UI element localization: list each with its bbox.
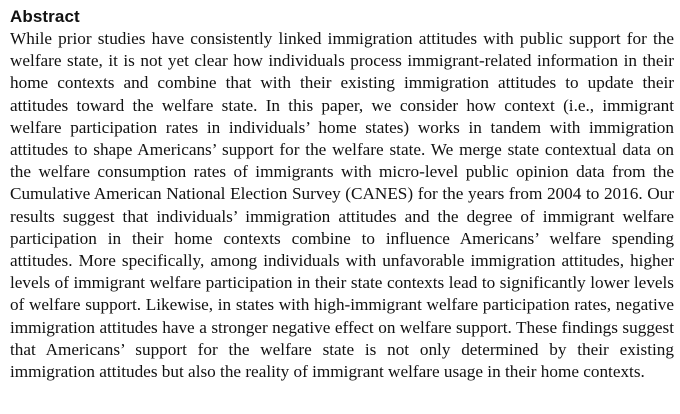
abstract-heading: Abstract — [10, 7, 80, 26]
abstract-body-text: While prior studies have consistently li… — [10, 29, 674, 382]
abstract-section: Abstract While prior studies have consis… — [10, 6, 674, 383]
